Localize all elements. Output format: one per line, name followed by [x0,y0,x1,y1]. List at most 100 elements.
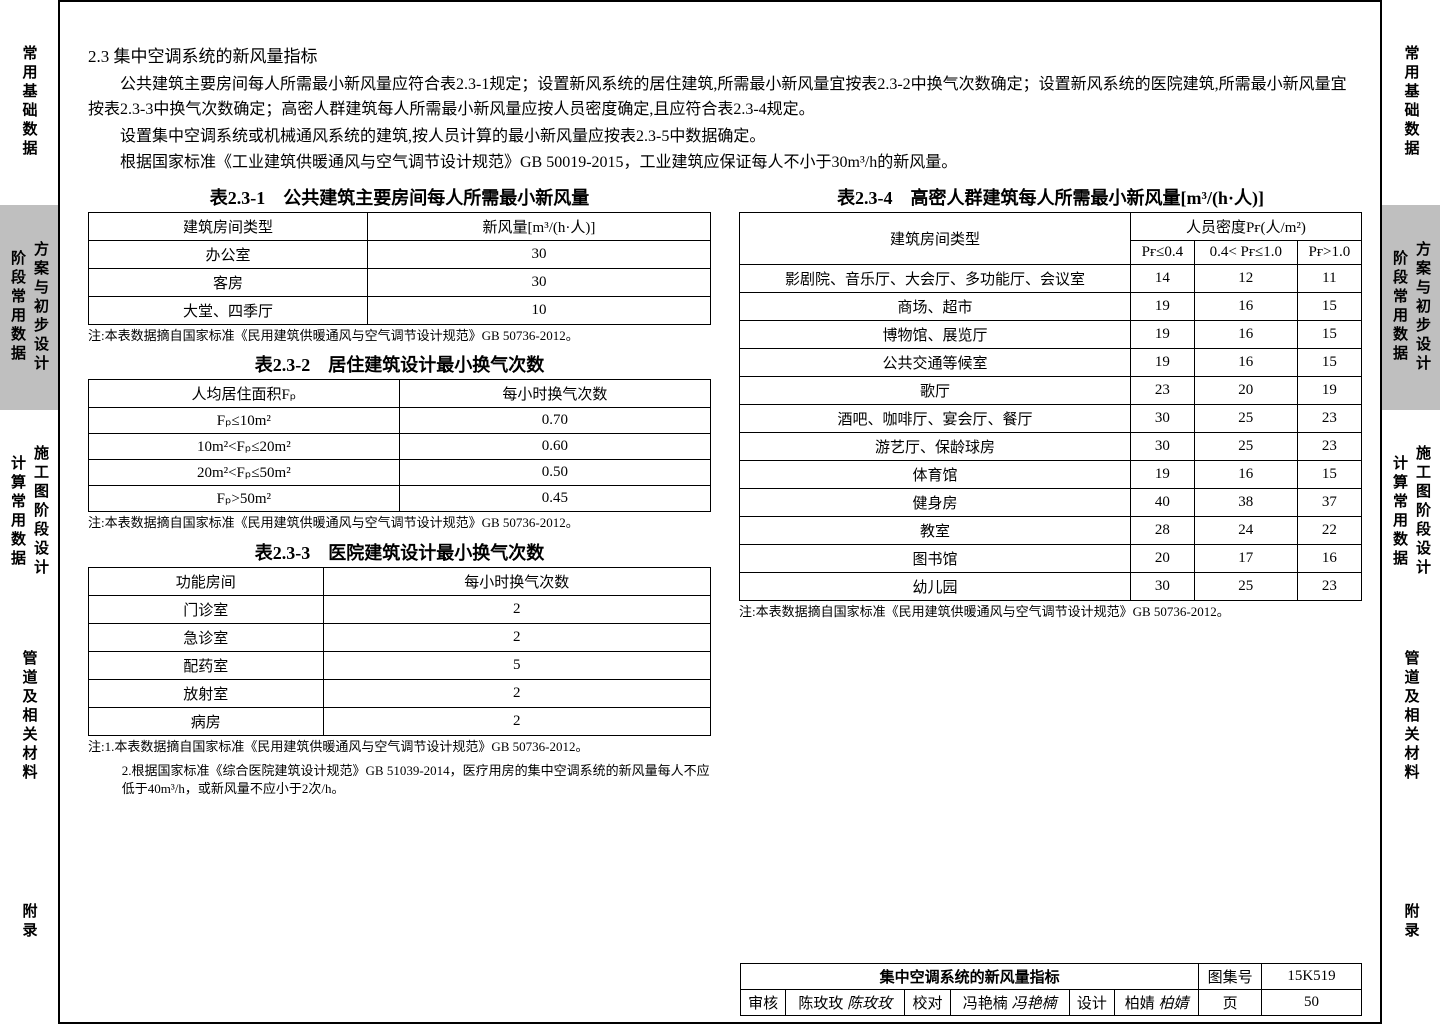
section-title: 2.3 集中空调系统的新风量指标 [88,42,1362,67]
page-value: 50 [1262,990,1362,1016]
td: 23 [1297,405,1361,433]
td: 11 [1297,265,1361,293]
table-2-3-2: 人均居住面积Fₚ每小时换气次数 Fₚ≤10m²0.70 10m²<Fₚ≤20m²… [88,379,711,512]
td: 19 [1130,461,1194,489]
td: 16 [1297,545,1361,573]
td: 体育馆 [740,461,1131,489]
td: 30 [367,269,710,297]
design-label: 设计 [1069,990,1114,1016]
td: 37 [1297,489,1361,517]
td: 游艺厅、保龄球房 [740,433,1131,461]
td: 17 [1194,545,1297,573]
page-label: 页 [1199,990,1262,1016]
tab-construction-design[interactable]: 计算常用数据 施工图阶段设计 [0,410,58,615]
left-column: 表2.3-1 公共建筑主要房间每人所需最小新风量 建筑房间类型新风量[m³/(h… [88,180,711,804]
td: 22 [1297,517,1361,545]
td: 2 [323,679,710,707]
tab-label: 方案与初步设计 [1412,241,1433,374]
tab-basic-data[interactable]: 常用基础数据 [0,0,58,205]
tab-scheme-design[interactable]: 阶段常用数据 方案与初步设计 [1382,205,1440,410]
tab-label: 施工图阶段设计 [30,445,51,578]
tab-appendix[interactable]: 附录 [0,819,58,1024]
tab-label: 施工图阶段设计 [1412,445,1433,578]
th: Pғ≤0.4 [1130,241,1194,265]
td: 办公室 [89,241,368,269]
td: 图书馆 [740,545,1131,573]
tab-pipe-materials[interactable]: 管道及相关材料 [0,614,58,819]
th: 新风量[m³/(h·人)] [367,213,710,241]
drawing-title: 集中空调系统的新风量指标 [741,964,1199,990]
tab-scheme-design[interactable]: 阶段常用数据 方案与初步设计 [0,205,58,410]
td: 19 [1130,293,1194,321]
td: 16 [1194,349,1297,377]
tab-label: 计算常用数据 [1389,455,1410,569]
td: 15 [1297,349,1361,377]
td: 15 [1297,293,1361,321]
check-name: 冯艳楠 冯艳楠 [950,990,1069,1016]
td: 16 [1194,461,1297,489]
tab-pipe-materials[interactable]: 管道及相关材料 [1382,614,1440,819]
td: 23 [1297,433,1361,461]
table-2-3-2-title: 表2.3-2 居住建筑设计最小换气次数 [88,351,711,377]
td: 40 [1130,489,1194,517]
title-block: 集中空调系统的新风量指标 图集号 15K519 审核 陈玫玫 陈玫玫 校对 冯艳… [740,963,1362,1016]
td: 30 [367,241,710,269]
th: 人均居住面积Fₚ [89,380,400,408]
td: Fₚ>50m² [89,486,400,512]
td: 2 [323,623,710,651]
td: 0.50 [399,460,710,486]
right-column: 表2.3-4 高密人群建筑每人所需最小新风量[m³/(h·人)] 建筑房间类型 … [739,180,1362,804]
th: 0.4< Pғ≤1.0 [1194,241,1297,265]
td: 客房 [89,269,368,297]
tab-label: 方案与初步设计 [30,241,51,374]
td: 大堂、四季厅 [89,297,368,325]
th: 人员密度Pғ(人/m²) [1130,213,1361,241]
review-name: 陈玫玫 陈玫玫 [786,990,905,1016]
td: 病房 [89,707,324,735]
review-label: 审核 [741,990,786,1016]
tab-basic-data[interactable]: 常用基础数据 [1382,0,1440,205]
td: 健身房 [740,489,1131,517]
side-tabs-left: 常用基础数据 阶段常用数据 方案与初步设计 计算常用数据 施工图阶段设计 管道及… [0,0,60,1024]
intro-p1: 公共建筑主要房间每人所需最小新风量应符合表2.3-1规定；设置新风系统的居住建筑… [88,73,1362,123]
td: 30 [1130,405,1194,433]
td: 19 [1130,349,1194,377]
content-area: 2.3 集中空调系统的新风量指标 公共建筑主要房间每人所需最小新风量应符合表2.… [60,0,1380,1024]
td: 0.60 [399,434,710,460]
th: 每小时换气次数 [399,380,710,408]
table-2-3-3-note2: 2.根据国家标准《综合医院建筑设计规范》GB 51039-2014，医疗用房的集… [88,762,711,798]
td: 0.70 [399,408,710,434]
table-2-3-3-note1: 注:1.本表数据摘自国家标准《民用建筑供暖通风与空气调节设计规范》GB 5073… [88,738,711,756]
td: 24 [1194,517,1297,545]
th: 建筑房间类型 [89,213,368,241]
td: 5 [323,651,710,679]
td: 酒吧、咖啡厅、宴会厅、餐厅 [740,405,1131,433]
tab-appendix[interactable]: 附录 [1382,819,1440,1024]
tab-label: 阶段常用数据 [7,250,28,364]
td: 23 [1130,377,1194,405]
td: 配药室 [89,651,324,679]
td: 幼儿园 [740,573,1131,601]
td: 14 [1130,265,1194,293]
table-2-3-1-title: 表2.3-1 公共建筑主要房间每人所需最小新风量 [88,184,711,210]
table-2-3-1-note: 注:本表数据摘自国家标准《民用建筑供暖通风与空气调节设计规范》GB 50736-… [88,327,711,345]
table-2-3-4: 建筑房间类型 人员密度Pғ(人/m²) Pғ≤0.4 0.4< Pғ≤1.0 P… [739,212,1362,601]
tab-construction-design[interactable]: 计算常用数据 施工图阶段设计 [1382,410,1440,615]
td: 19 [1130,321,1194,349]
td: 16 [1194,293,1297,321]
td: 23 [1297,573,1361,601]
atlas-value: 15K519 [1262,964,1362,990]
td: 10m²<Fₚ≤20m² [89,434,400,460]
design-name: 柏婧 柏婧 [1114,990,1198,1016]
td: 公共交通等候室 [740,349,1131,377]
th: Pғ>1.0 [1297,241,1361,265]
table-2-3-4-note: 注:本表数据摘自国家标准《民用建筑供暖通风与空气调节设计规范》GB 50736-… [739,603,1362,621]
td: 2 [323,707,710,735]
td: 20 [1194,377,1297,405]
td: 歌厅 [740,377,1131,405]
th: 功能房间 [89,567,324,595]
td: 16 [1194,321,1297,349]
side-tabs-right: 常用基础数据 阶段常用数据 方案与初步设计 计算常用数据 施工图阶段设计 管道及… [1380,0,1440,1024]
td: 博物馆、展览厅 [740,321,1131,349]
td: 30 [1130,433,1194,461]
